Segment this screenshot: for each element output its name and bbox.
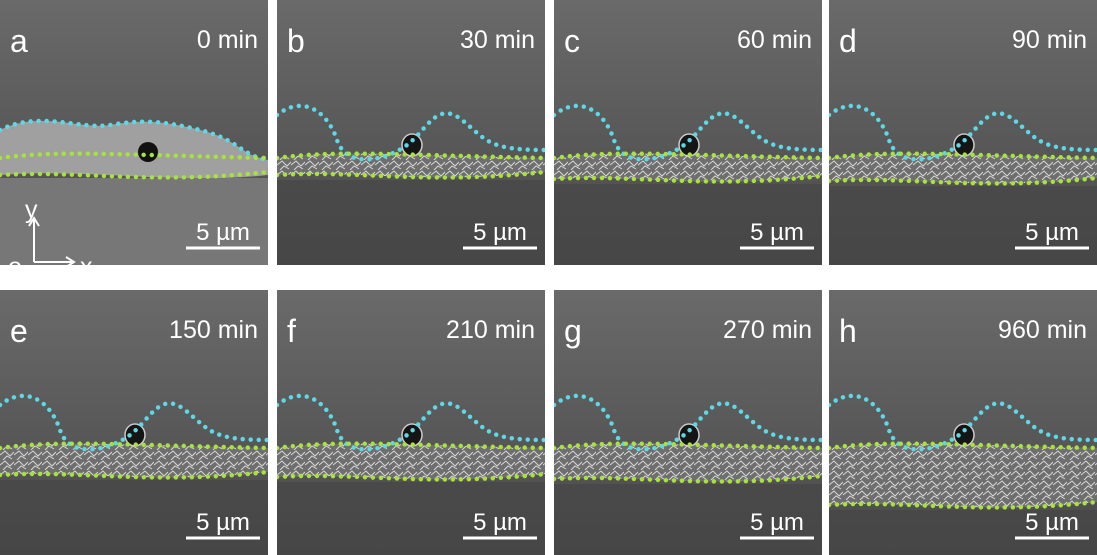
pore: [138, 142, 158, 162]
time-label: 90 min: [1012, 26, 1087, 54]
panel-letter: e: [10, 313, 28, 349]
panel-letter: h: [839, 313, 857, 349]
scale-label: 5 µm: [750, 219, 804, 246]
panel: b 30 min 5 µm: [277, 0, 545, 270]
time-label: 60 min: [737, 26, 812, 54]
scale-label: 5 µm: [196, 509, 250, 536]
scale-label: 5 µm: [1025, 219, 1079, 246]
time-label: 30 min: [460, 26, 535, 54]
axis-origin: o: [8, 253, 22, 281]
panel-letter: c: [564, 23, 580, 59]
figure: a 0 min 5 µm y o x b 30 min 5 µm c 60 min 5 µm d 90 m…: [0, 0, 1097, 555]
scale-label: 5 µm: [196, 219, 250, 246]
panel: f 210 min 5 µm: [277, 290, 545, 555]
scale-label: 5 µm: [1025, 509, 1079, 536]
scale-label: 5 µm: [473, 509, 527, 536]
panel-letter: g: [564, 313, 582, 349]
scale-label: 5 µm: [750, 509, 804, 536]
axis-y: y: [25, 196, 38, 224]
panel: d 90 min 5 µm: [829, 0, 1097, 270]
time-label: 150 min: [169, 316, 258, 344]
panel-letter: a: [10, 23, 28, 59]
time-label: 270 min: [723, 316, 812, 344]
panel-letter: d: [839, 23, 857, 59]
scale-label: 5 µm: [473, 219, 527, 246]
crystal-band: [829, 444, 1097, 508]
panel: a 0 min 5 µm y o x: [0, 0, 268, 281]
axis-x: x: [80, 253, 93, 281]
panel: e 150 min 5 µm: [0, 290, 268, 555]
panel-letter: f: [287, 313, 296, 349]
panel-letter: b: [287, 23, 305, 59]
panel: h 960 min 5 µm: [829, 290, 1097, 555]
panel: c 60 min 5 µm: [554, 0, 822, 270]
time-label: 960 min: [998, 316, 1087, 344]
panel: g 270 min 5 µm: [554, 290, 822, 555]
time-label: 0 min: [197, 26, 258, 54]
time-label: 210 min: [446, 316, 535, 344]
